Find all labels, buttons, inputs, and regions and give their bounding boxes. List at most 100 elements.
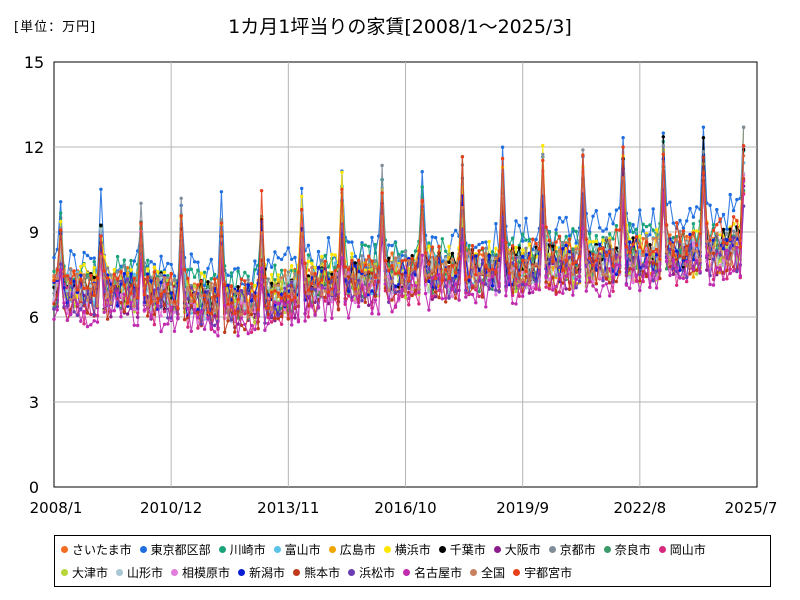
data-point bbox=[393, 272, 398, 276]
data-point bbox=[79, 264, 83, 269]
data-point bbox=[353, 300, 357, 305]
legend-marker-icon bbox=[273, 545, 281, 553]
data-point bbox=[735, 231, 739, 236]
data-point bbox=[223, 330, 227, 334]
data-point bbox=[320, 269, 324, 274]
data-point bbox=[276, 316, 280, 321]
data-point bbox=[611, 275, 615, 280]
data-point bbox=[290, 298, 294, 302]
data-point bbox=[112, 267, 117, 272]
data-point bbox=[390, 298, 394, 302]
data-point bbox=[162, 276, 167, 280]
data-point bbox=[306, 307, 311, 311]
data-point bbox=[273, 306, 277, 310]
data-point bbox=[450, 251, 455, 256]
data-point bbox=[323, 299, 327, 303]
data-point bbox=[564, 263, 568, 268]
data-point bbox=[246, 315, 250, 319]
data-point bbox=[678, 229, 682, 234]
data-point bbox=[132, 323, 136, 327]
data-point bbox=[427, 241, 431, 245]
data-point bbox=[169, 305, 173, 309]
data-point bbox=[725, 238, 729, 242]
data-point bbox=[698, 258, 702, 263]
data-point bbox=[688, 272, 692, 276]
data-point bbox=[273, 289, 277, 293]
data-point bbox=[199, 279, 203, 283]
data-point bbox=[524, 238, 528, 242]
data-point bbox=[628, 237, 632, 242]
data-point bbox=[62, 301, 66, 305]
data-point bbox=[524, 258, 528, 263]
data-point bbox=[544, 280, 548, 284]
data-point bbox=[239, 289, 244, 293]
data-point bbox=[567, 237, 572, 241]
data-point bbox=[447, 244, 451, 249]
data-point bbox=[269, 273, 274, 277]
data-point bbox=[303, 280, 307, 284]
data-point bbox=[470, 286, 475, 290]
data-point bbox=[176, 315, 180, 320]
data-point bbox=[490, 250, 495, 254]
data-point bbox=[256, 326, 260, 331]
data-point bbox=[82, 301, 86, 305]
data-point bbox=[507, 242, 511, 246]
data-point bbox=[728, 262, 732, 267]
data-point bbox=[574, 277, 578, 282]
data-point bbox=[514, 282, 518, 286]
data-point bbox=[350, 251, 354, 256]
data-point bbox=[370, 235, 374, 240]
data-point bbox=[685, 275, 689, 280]
data-point bbox=[591, 240, 595, 244]
data-point bbox=[534, 287, 538, 291]
data-point bbox=[564, 274, 568, 278]
data-point bbox=[387, 256, 391, 260]
data-point bbox=[85, 298, 90, 302]
data-point bbox=[668, 247, 672, 252]
data-point bbox=[213, 294, 217, 299]
data-point bbox=[664, 223, 669, 227]
data-point bbox=[524, 282, 528, 287]
data-point bbox=[152, 299, 157, 303]
legend-marker-icon bbox=[603, 545, 611, 553]
legend-label: 相模原市 bbox=[182, 565, 231, 580]
data-point bbox=[340, 187, 344, 191]
data-point bbox=[142, 308, 147, 312]
data-point bbox=[249, 282, 254, 286]
data-point bbox=[507, 274, 511, 278]
data-point bbox=[360, 272, 364, 276]
data-point bbox=[701, 125, 706, 129]
data-point bbox=[685, 259, 689, 264]
data-point bbox=[547, 238, 552, 243]
data-point bbox=[92, 282, 96, 287]
data-point bbox=[644, 233, 649, 238]
data-point bbox=[507, 271, 511, 275]
data-point bbox=[591, 252, 595, 256]
data-point bbox=[487, 273, 491, 278]
data-point bbox=[497, 290, 501, 294]
data-point bbox=[360, 254, 364, 258]
data-point bbox=[132, 304, 136, 308]
data-point bbox=[695, 229, 699, 233]
data-point bbox=[229, 318, 234, 322]
data-point bbox=[715, 231, 719, 235]
data-point bbox=[273, 300, 277, 304]
legend-label: 奈良市 bbox=[614, 542, 651, 557]
data-point bbox=[467, 243, 471, 248]
data-point bbox=[253, 259, 257, 263]
data-point bbox=[340, 256, 344, 260]
data-point bbox=[253, 268, 257, 272]
data-point bbox=[52, 317, 56, 321]
data-point bbox=[480, 281, 485, 285]
data-point bbox=[598, 242, 602, 246]
data-point bbox=[132, 272, 136, 276]
data-point bbox=[413, 273, 418, 277]
data-point bbox=[477, 271, 481, 276]
data-point bbox=[497, 285, 501, 289]
data-point bbox=[115, 277, 120, 281]
data-point bbox=[330, 293, 334, 297]
data-point bbox=[293, 316, 297, 320]
data-point bbox=[621, 145, 625, 149]
data-point bbox=[109, 309, 113, 313]
x-tick-label: 2016/10 bbox=[374, 499, 436, 517]
